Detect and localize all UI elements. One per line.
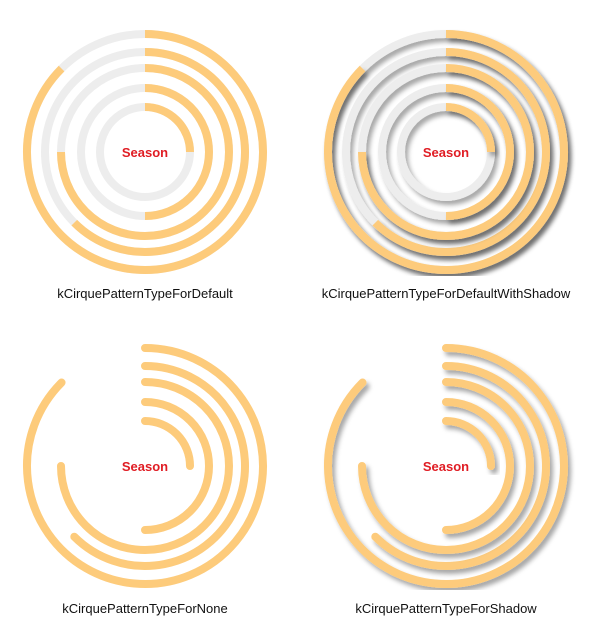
ring-progress-arc — [23, 30, 267, 274]
ring-progress-arc — [445, 84, 514, 220]
ring-4 — [378, 84, 514, 220]
ring-progress-arc — [141, 398, 213, 534]
ring-progress-arc — [144, 84, 213, 220]
ring-3 — [358, 64, 534, 240]
ring-3 — [358, 378, 534, 554]
ring-progress-arc — [141, 417, 194, 470]
ring-3 — [57, 378, 233, 554]
ring-2 — [342, 48, 550, 256]
ring-4 — [442, 398, 514, 534]
ring-progress-arc — [144, 103, 194, 153]
ring-2 — [70, 362, 249, 570]
center-label: Season — [423, 145, 469, 160]
ring-1 — [324, 30, 568, 274]
ring-progress-arc — [57, 378, 233, 554]
ring-progress-arc — [371, 362, 550, 570]
cirque-panel-shadow: Season — [324, 344, 568, 588]
ring-progress-arc — [57, 64, 233, 240]
ring-progress-arc — [324, 30, 568, 274]
ring-progress-arc — [372, 48, 550, 256]
ring-progress-arc — [358, 378, 534, 554]
ring-1 — [324, 344, 568, 588]
ring-progress-arc — [23, 344, 267, 588]
ring-1 — [23, 344, 267, 588]
ring-1 — [23, 30, 267, 274]
cirque-panel-none: Season — [23, 344, 267, 588]
caption-none: kCirquePatternTypeForNone — [62, 601, 228, 616]
ring-5 — [397, 103, 495, 201]
cirque-panel-default-with-shadow: Season — [324, 30, 568, 274]
ring-4 — [141, 398, 213, 534]
caption-default-with-shadow: kCirquePatternTypeForDefaultWithShadow — [321, 286, 571, 301]
caption-shadow: kCirquePatternTypeForShadow — [355, 601, 537, 616]
ring-2 — [371, 362, 550, 570]
ring-5 — [442, 417, 495, 470]
center-label: Season — [423, 459, 469, 474]
ring-3 — [57, 64, 233, 240]
ring-progress-arc — [324, 344, 568, 588]
caption-default: kCirquePatternTypeForDefault — [57, 286, 233, 301]
ring-progress-arc — [71, 48, 249, 256]
center-label: Season — [122, 145, 168, 160]
cirque-panel-default: Season — [23, 30, 267, 274]
ring-progress-arc — [358, 64, 534, 240]
ring-progress-arc — [442, 417, 495, 470]
ring-5 — [96, 103, 194, 201]
ring-progress-arc — [445, 103, 495, 153]
ring-4 — [77, 84, 213, 220]
ring-5 — [141, 417, 194, 470]
center-label: Season — [122, 459, 168, 474]
ring-progress-arc — [70, 362, 249, 570]
ring-2 — [41, 48, 249, 256]
ring-progress-arc — [442, 398, 514, 534]
